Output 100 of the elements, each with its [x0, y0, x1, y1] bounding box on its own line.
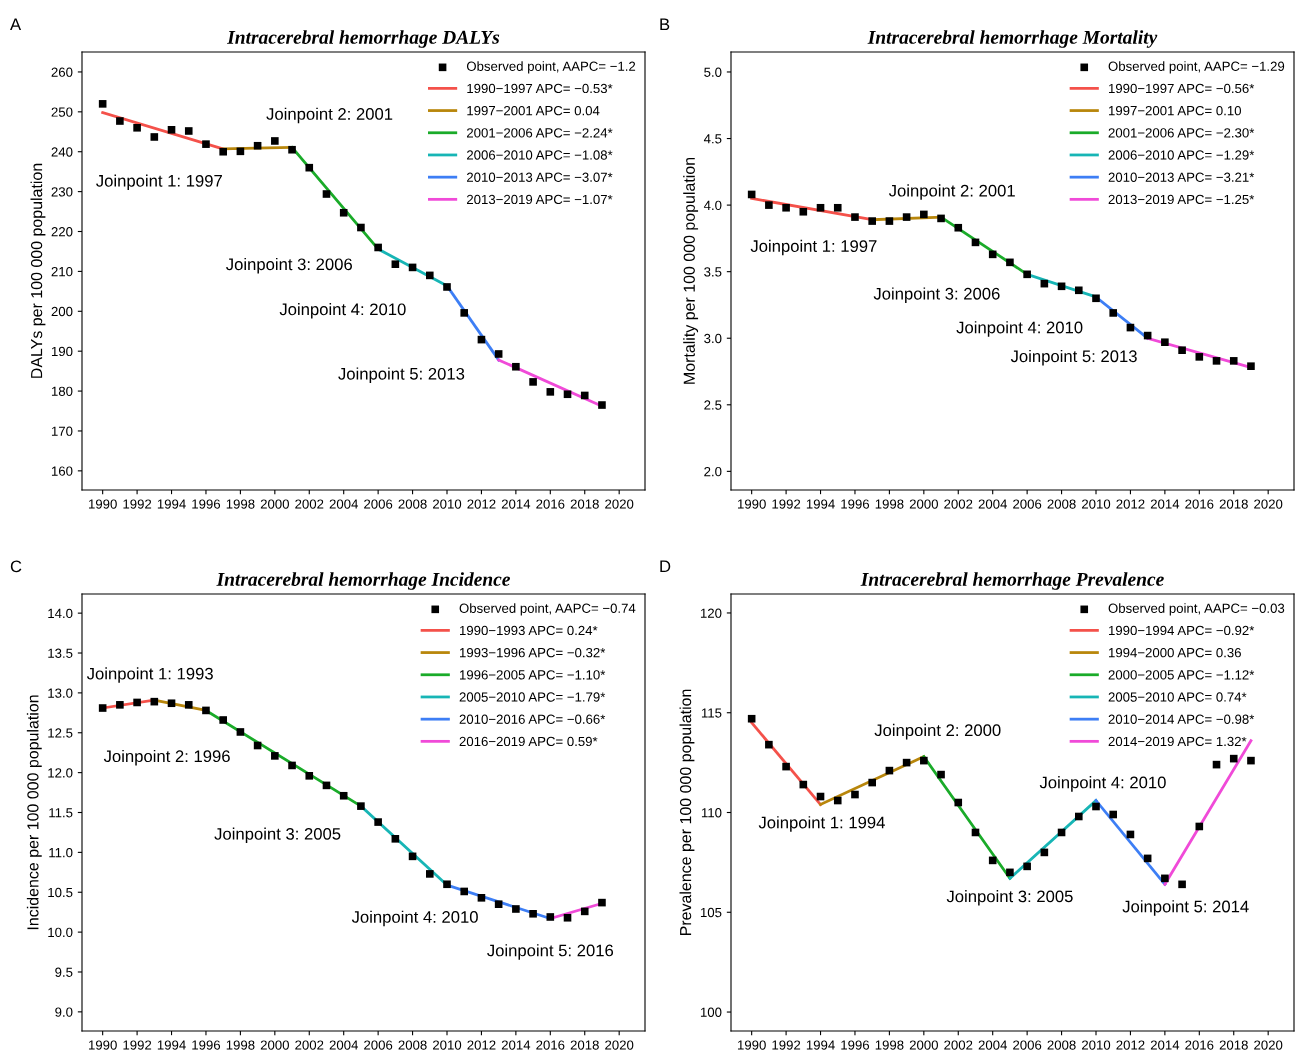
legend-label: 2010−2016 APC= −0.66*: [459, 714, 606, 724]
y-tick-label: 110: [701, 808, 722, 818]
y-tick-label: 240: [51, 147, 73, 157]
point: [799, 207, 808, 216]
x-tick-label: 2010: [432, 499, 462, 509]
x-tick-label: 2004: [978, 1040, 1007, 1050]
legend-label: 2006−2010 APC= −1.08*: [467, 150, 613, 160]
point: [902, 213, 911, 221]
x-tick-label: 1992: [123, 1040, 152, 1050]
point: [460, 309, 469, 317]
legend-label: 2010−2013 APC= −3.07*: [467, 172, 613, 182]
y-tick-label: 2.5: [704, 400, 722, 410]
point: [391, 835, 400, 843]
point: [1074, 286, 1083, 295]
x-tick-label: 2010: [432, 1040, 462, 1050]
legend-label: 1990−1997 APC= −0.53*: [467, 83, 613, 94]
y-tick-label: 115: [701, 708, 722, 718]
point: [988, 856, 997, 865]
y-tick-label: 100: [700, 1007, 722, 1017]
legend-label: 2001−2006 APC= −2.30*: [1108, 128, 1255, 138]
x-tick-label: 1992: [772, 499, 801, 509]
point: [512, 905, 520, 913]
y-tick-label: 220: [51, 227, 73, 237]
x-tick-label: 2002: [295, 499, 324, 509]
text: D: [660, 560, 671, 573]
point: [494, 900, 503, 909]
x-tick-label: 2004: [329, 499, 358, 509]
text: A: [10, 18, 22, 31]
x-tick-label: 2006: [364, 499, 393, 509]
x-tick-label: 2018: [570, 1040, 599, 1050]
point: [357, 802, 365, 810]
point: [1178, 880, 1186, 889]
point: [322, 190, 331, 198]
x-tick-label: 2002: [295, 1040, 324, 1050]
point: [1092, 802, 1100, 811]
y-axis-title: DALYs per 100 000 population: [30, 163, 46, 378]
point: [494, 350, 503, 358]
point: [937, 770, 945, 779]
x-tick-label: 2014: [501, 499, 531, 509]
point: [851, 790, 859, 799]
legend-label: 1994−2000 APC= 0.36: [1109, 647, 1241, 658]
x-tick-label: 1996: [841, 499, 870, 509]
point: [765, 740, 773, 749]
x-tick-label: 2016: [536, 1040, 565, 1050]
point: [98, 100, 107, 108]
point: [425, 870, 434, 878]
chart-title: Intracerebral hemorrhage Incidence: [216, 572, 510, 590]
legend-label: 1997−2001 APC= 0.04: [467, 105, 600, 116]
x-tick-label: 2014: [501, 1040, 531, 1050]
y-tick-label: 170: [51, 426, 73, 436]
y-tick-label: 13.5: [48, 648, 73, 658]
point: [529, 378, 537, 386]
point: [271, 137, 279, 145]
point: [425, 271, 434, 280]
point: [374, 243, 382, 252]
y-tick-label: 9.0: [55, 1007, 73, 1017]
x-tick-label: 2014: [1150, 499, 1180, 509]
legend-label: Observed point, AAPC= −1.2: [466, 61, 636, 74]
point: [150, 133, 159, 141]
x-tick-label: 1996: [841, 1040, 870, 1050]
point: [202, 140, 210, 148]
legend-label: 2016−2019 APC= 0.59*: [459, 736, 598, 747]
y-tick-label: 180: [51, 386, 73, 396]
y-tick-label: 4.5: [703, 134, 722, 144]
x-tick-label: 2006: [364, 1040, 393, 1050]
y-tick-label: 105: [700, 907, 722, 918]
y-tick-label: 9.5: [55, 967, 73, 977]
point: [954, 223, 963, 232]
legend-label: 2014−2019 APC= 1.32*: [1108, 736, 1247, 747]
point: [937, 214, 945, 223]
point: [816, 203, 825, 212]
y-tick-label: 10.0: [48, 927, 73, 938]
y-tick-label: 11.5: [49, 808, 73, 818]
point: [219, 147, 227, 156]
point: [988, 250, 997, 259]
y-tick-label: 4.0: [703, 200, 722, 211]
point: [133, 698, 141, 707]
point: [1212, 357, 1221, 365]
x-tick-label: 2010: [1081, 499, 1111, 509]
point: [546, 913, 555, 921]
legend-label: 2010−2014 APC= −0.98*: [1108, 714, 1255, 724]
point: [885, 217, 894, 225]
y-axis-title: Incidence per 100 000 population: [26, 695, 42, 930]
point: [580, 391, 589, 400]
point: [1092, 294, 1100, 303]
legend-label: Observed point, AAPC= −1.29: [1108, 61, 1285, 74]
x-tick-label: 1996: [192, 499, 221, 509]
legend-label: 2013−2019 APC= −1.25*: [1108, 194, 1255, 205]
point: [253, 141, 262, 150]
point: [236, 728, 245, 736]
x-tick-label: 2020: [1254, 1040, 1283, 1050]
annotation: Joinpoint 3: 2006: [226, 257, 352, 274]
x-tick-label: 1998: [226, 1040, 255, 1050]
annotation: Joinpoint 2: 1996: [103, 749, 230, 766]
point: [443, 283, 451, 291]
x-tick-label: 2008: [1047, 499, 1076, 509]
point: [116, 117, 124, 125]
y-axis-title: Mortality per 100 000 population: [683, 157, 699, 384]
y-tick-label: 260: [51, 67, 73, 77]
chart-title: Intracerebral hemorrhage Mortality: [867, 30, 1158, 48]
